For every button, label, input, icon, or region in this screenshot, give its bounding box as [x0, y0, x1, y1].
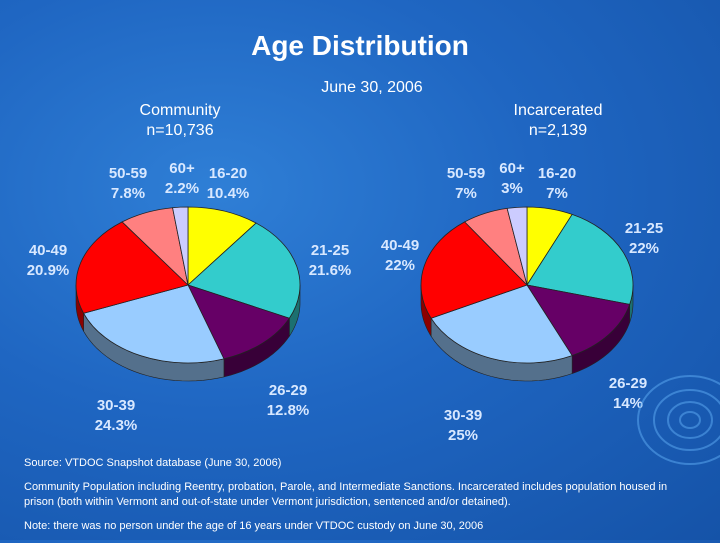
slice-category-label: 16-20 [538, 165, 576, 182]
slice-value-label: 12.8% [267, 402, 310, 419]
population-definition: Community Population including Reentry, … [24, 481, 668, 508]
slice-category-label: 50-59 [447, 165, 485, 182]
pie-chart-incarcerated: 16-20 7% 21-25 22% 26-29 14% 30-39 25% 40-49 22% 5… [381, 160, 663, 444]
page-subtitle: June 30, 2006 [321, 79, 423, 96]
pie-slice-26-29 [526, 284, 631, 357]
slice-category-label: 16-20 [209, 165, 247, 182]
slice-value-label: 2.2% [165, 180, 199, 197]
slice-category-label: 50-59 [109, 165, 147, 182]
slice-category-label: 26-29 [269, 382, 307, 399]
pie-slice-30-39 [430, 284, 573, 364]
ripple-decoration [637, 375, 720, 465]
slice-value-label: 21.6% [309, 262, 352, 279]
slice-value-label: 7.8% [111, 185, 145, 202]
slice-category-label: 40-49 [381, 237, 419, 254]
footnotes: Source: VTDOC Snapshot database (June 30… [24, 456, 696, 543]
slice-value-label: 7% [546, 185, 568, 202]
pie-charts: 16-20 10.4% 21-25 21.6% 26-29 12.8% 30-39 24.3%… [27, 160, 663, 444]
slice-value-label: 3% [501, 180, 523, 197]
slice-value-label: 24.3% [95, 417, 138, 434]
slice-category-label: 60+ [169, 160, 195, 177]
slice-value-label: 22% [385, 257, 415, 274]
community-chart-n: n=10,736 [146, 122, 214, 139]
community-chart-title: Community [139, 102, 221, 119]
pie-slice-26-29 [187, 284, 290, 360]
slice-category-label: 21-25 [311, 242, 349, 259]
pie-slice-30-39 [83, 284, 225, 364]
slice-value-label: 25% [448, 427, 478, 444]
pie-slice-60+ [172, 206, 189, 286]
pie-chart-community: 16-20 10.4% 21-25 21.6% 26-29 12.8% 30-39 24.3%… [27, 160, 352, 434]
incarcerated-chart-n: n=2,139 [528, 122, 588, 139]
pie-slice-16-20 [187, 206, 257, 286]
slice-value-label: 7% [455, 185, 477, 202]
slice-value-label: 10.4% [207, 185, 250, 202]
slice-category-label: 40-49 [29, 242, 67, 259]
incarcerated-chart-title: Incarcerated [513, 102, 603, 119]
pie-slice-21-25 [187, 222, 301, 319]
pie-slice-60+ [506, 206, 528, 286]
age-note: Note: there was no person under the age … [24, 520, 484, 532]
page-title: Age Distribution [251, 30, 469, 61]
source-note: Source: VTDOC Snapshot database (June 30… [24, 457, 282, 469]
slice-category-label: 30-39 [444, 407, 482, 424]
slice-value-label: 14% [613, 395, 643, 412]
slice-category-label: 30-39 [97, 397, 135, 414]
incarcerated-chart-header: Incarcerated n=2,139 [468, 101, 648, 141]
pie-slice-40-49 [75, 221, 189, 314]
slice-value-label: 22% [629, 240, 659, 257]
slice-category-label: 21-25 [625, 220, 663, 237]
pie-slice-40-49 [420, 221, 528, 319]
slice-value-label: 20.9% [27, 262, 70, 279]
slice-category-label: 60+ [499, 160, 525, 177]
pie-slice-21-25 [526, 213, 634, 305]
community-chart-header: Community n=10,736 [90, 101, 270, 141]
slice-category-label: 26-29 [609, 375, 647, 392]
